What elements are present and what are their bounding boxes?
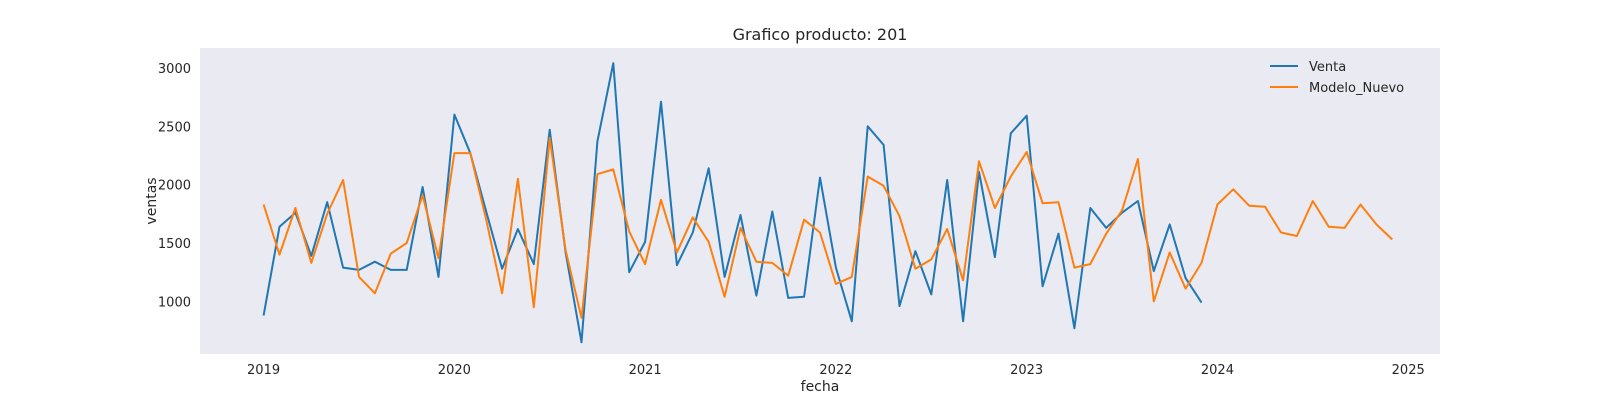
legend-label: Modelo_Nuevo <box>1309 81 1404 96</box>
y-tick-label: 2000 <box>158 179 191 194</box>
y-tick-label: 1000 <box>158 295 191 310</box>
x-tick-label: 2024 <box>1201 363 1234 378</box>
x-tick-label: 2023 <box>1010 363 1043 378</box>
x-tick-label: 2025 <box>1392 363 1425 378</box>
legend: Venta Modelo_Nuevo <box>1270 60 1404 96</box>
x-tick-label: 2019 <box>247 363 280 378</box>
series-layer <box>262 62 1393 344</box>
y-tick-label: 2500 <box>158 120 191 135</box>
plot-background <box>200 48 1440 354</box>
y-axis-label: ventas <box>144 177 160 224</box>
y-axis: 1000 1500 2000 2500 3000 <box>158 62 191 311</box>
x-axis-label: fecha <box>801 379 840 395</box>
chart-title: Grafico producto: 201 <box>733 25 908 44</box>
x-tick-label: 2022 <box>819 363 852 378</box>
series-line-modelo-nuevo <box>262 136 1393 319</box>
x-tick-label: 2021 <box>629 363 662 378</box>
x-axis: 2019 2020 2021 2022 2023 2024 2025 <box>247 363 1425 378</box>
y-tick-label: 3000 <box>158 62 191 77</box>
x-tick-label: 2020 <box>438 363 471 378</box>
y-tick-label: 1500 <box>158 237 191 252</box>
legend-label: Venta <box>1309 60 1346 75</box>
